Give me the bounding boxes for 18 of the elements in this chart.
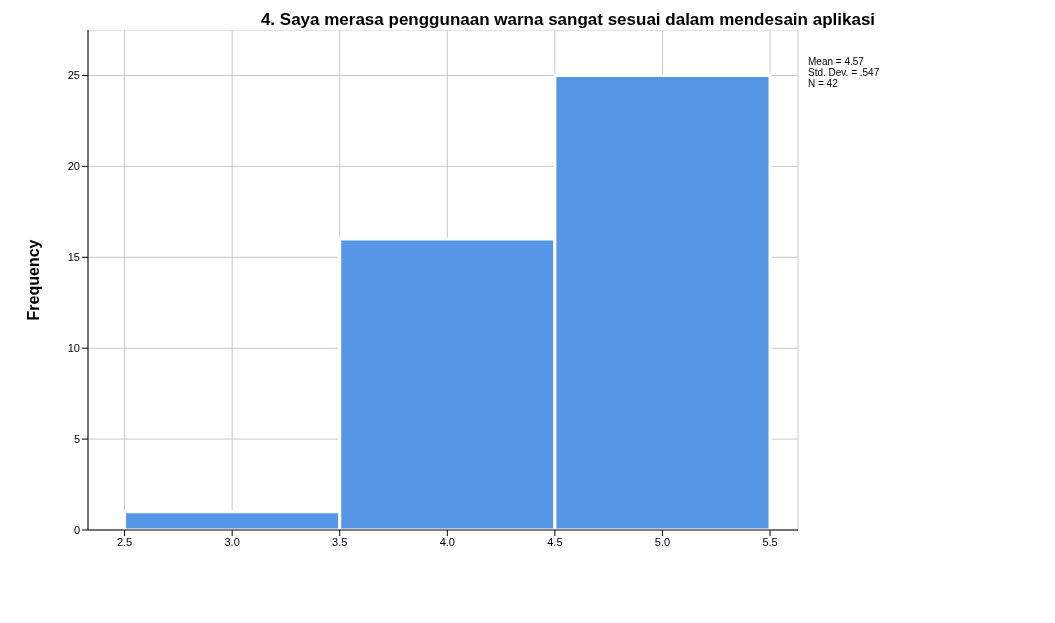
text: Mean = 4.57 xyxy=(808,56,865,67)
text: N = 42 xyxy=(808,78,839,89)
y-tick-label: 15 xyxy=(67,251,80,264)
x-tick-label: 2.5 xyxy=(116,535,133,548)
y-tick-label: 5 xyxy=(73,433,80,445)
y-tick-label: 0 xyxy=(73,523,80,536)
y-tick-label: 10 xyxy=(67,342,80,355)
x-tick-label: 3.5 xyxy=(332,535,348,548)
y-tick-label: 25 xyxy=(67,69,80,82)
y-tick-label: 20 xyxy=(67,160,80,173)
x-tick-label: 4.5 xyxy=(547,535,563,548)
x-tick-label: 3.0 xyxy=(224,535,240,548)
chart-title: 4. Saya merasa penggunaan warna sangat sesuai dalam mendesain aplikasi xyxy=(259,10,877,30)
x-tick-label: 4.0 xyxy=(439,535,455,548)
x-tick-label: 5.0 xyxy=(654,535,671,548)
text: Std. Dev. = .547 xyxy=(808,67,880,78)
x-tick-label: 5.5 xyxy=(762,535,778,548)
y-axis-title: Frequency xyxy=(24,239,42,321)
